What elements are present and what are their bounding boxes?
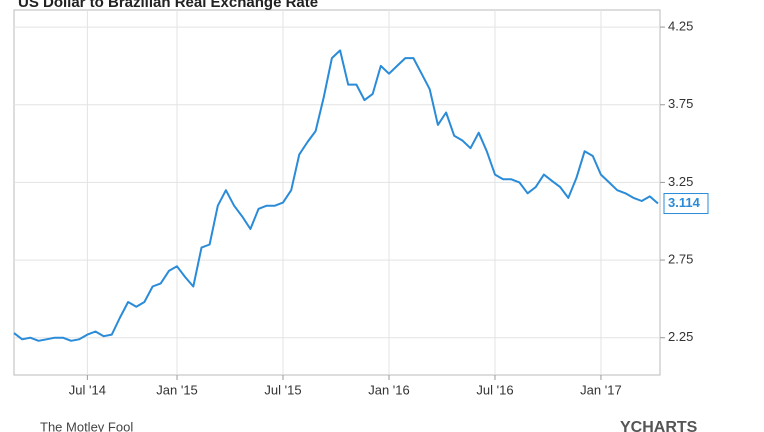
grid <box>14 10 665 380</box>
source: The Motley Fool <box>40 419 133 432</box>
x-tick-label: Jan '15 <box>156 382 198 397</box>
y-tick-label: 4.25 <box>668 19 693 34</box>
y-tick-label: 3.75 <box>668 96 693 111</box>
x-tick-label: Jan '17 <box>580 382 622 397</box>
y-tick-label: 2.75 <box>668 252 693 267</box>
x-tick-label: Jan '16 <box>368 382 410 397</box>
last-value-label: 3.114 <box>668 195 701 210</box>
last-value-box <box>663 193 709 215</box>
line <box>13 49 659 342</box>
x-tick-label: Jul '16 <box>476 382 513 397</box>
y-tick-label: 2.25 <box>668 329 693 344</box>
credit: YCHARTS <box>620 419 698 432</box>
plot-frame <box>13 9 661 376</box>
x-tick-label: Jul '14 <box>69 382 106 397</box>
x-tick-label: Jul '15 <box>264 382 301 397</box>
chart-title: US Dollar to Brazilian Real Exchange Rat… <box>18 0 318 11</box>
marks: 3.114 <box>13 49 709 342</box>
y-tick-label: 3.25 <box>668 174 693 189</box>
